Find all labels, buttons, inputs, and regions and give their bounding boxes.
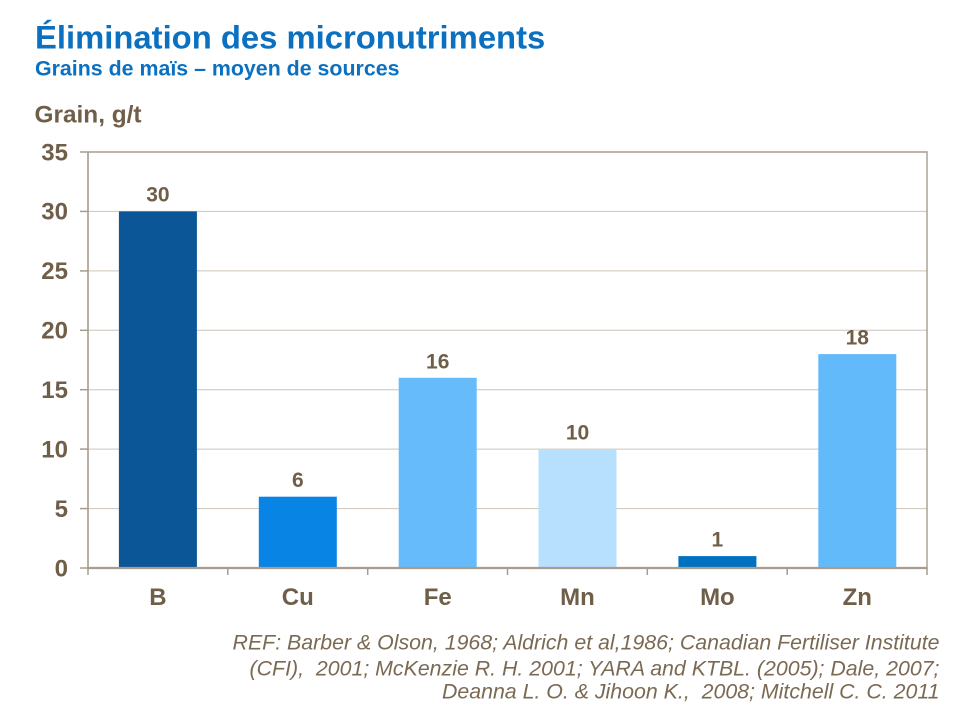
svg-text:(CFI), 2001; McKenzie R. H. 2: (CFI), 2001; McKenzie R. H. 2001; YARA a…: [250, 657, 940, 681]
svg-text:Mn: Mn: [560, 584, 595, 611]
svg-text:Fe: Fe: [424, 584, 452, 611]
svg-text:10: 10: [566, 422, 589, 445]
svg-text:Cu: Cu: [282, 584, 314, 611]
svg-text:Zn: Zn: [843, 584, 872, 611]
svg-text:REF: Barber & Olson, 1968; Ald: REF: Barber & Olson, 1968; Aldrich et al…: [233, 630, 940, 654]
svg-text:5: 5: [55, 496, 68, 523]
svg-text:Élimination des micronutriment: Élimination des micronutriments: [35, 18, 545, 55]
svg-text:35: 35: [41, 139, 68, 166]
svg-text:25: 25: [41, 258, 68, 285]
svg-text:30: 30: [41, 199, 68, 226]
svg-text:16: 16: [426, 350, 449, 373]
svg-text:10: 10: [41, 436, 68, 463]
svg-text:Grain, g/t: Grain, g/t: [35, 102, 142, 129]
svg-text:20: 20: [41, 318, 68, 345]
svg-text:30: 30: [146, 183, 169, 206]
svg-text:18: 18: [846, 327, 870, 350]
svg-text:15: 15: [41, 377, 68, 404]
svg-text:1: 1: [712, 529, 724, 552]
svg-text:Mo: Mo: [700, 584, 735, 611]
svg-text:B: B: [149, 584, 166, 611]
svg-text:0: 0: [55, 555, 68, 582]
svg-text:Deanna L. O. & Jihoon K., 200: Deanna L. O. & Jihoon K., 2008; Mitchell…: [442, 680, 940, 704]
svg-text:Grains de maïs – moyen de sour: Grains de maïs – moyen de sources: [35, 57, 399, 81]
svg-text:6: 6: [292, 469, 304, 492]
